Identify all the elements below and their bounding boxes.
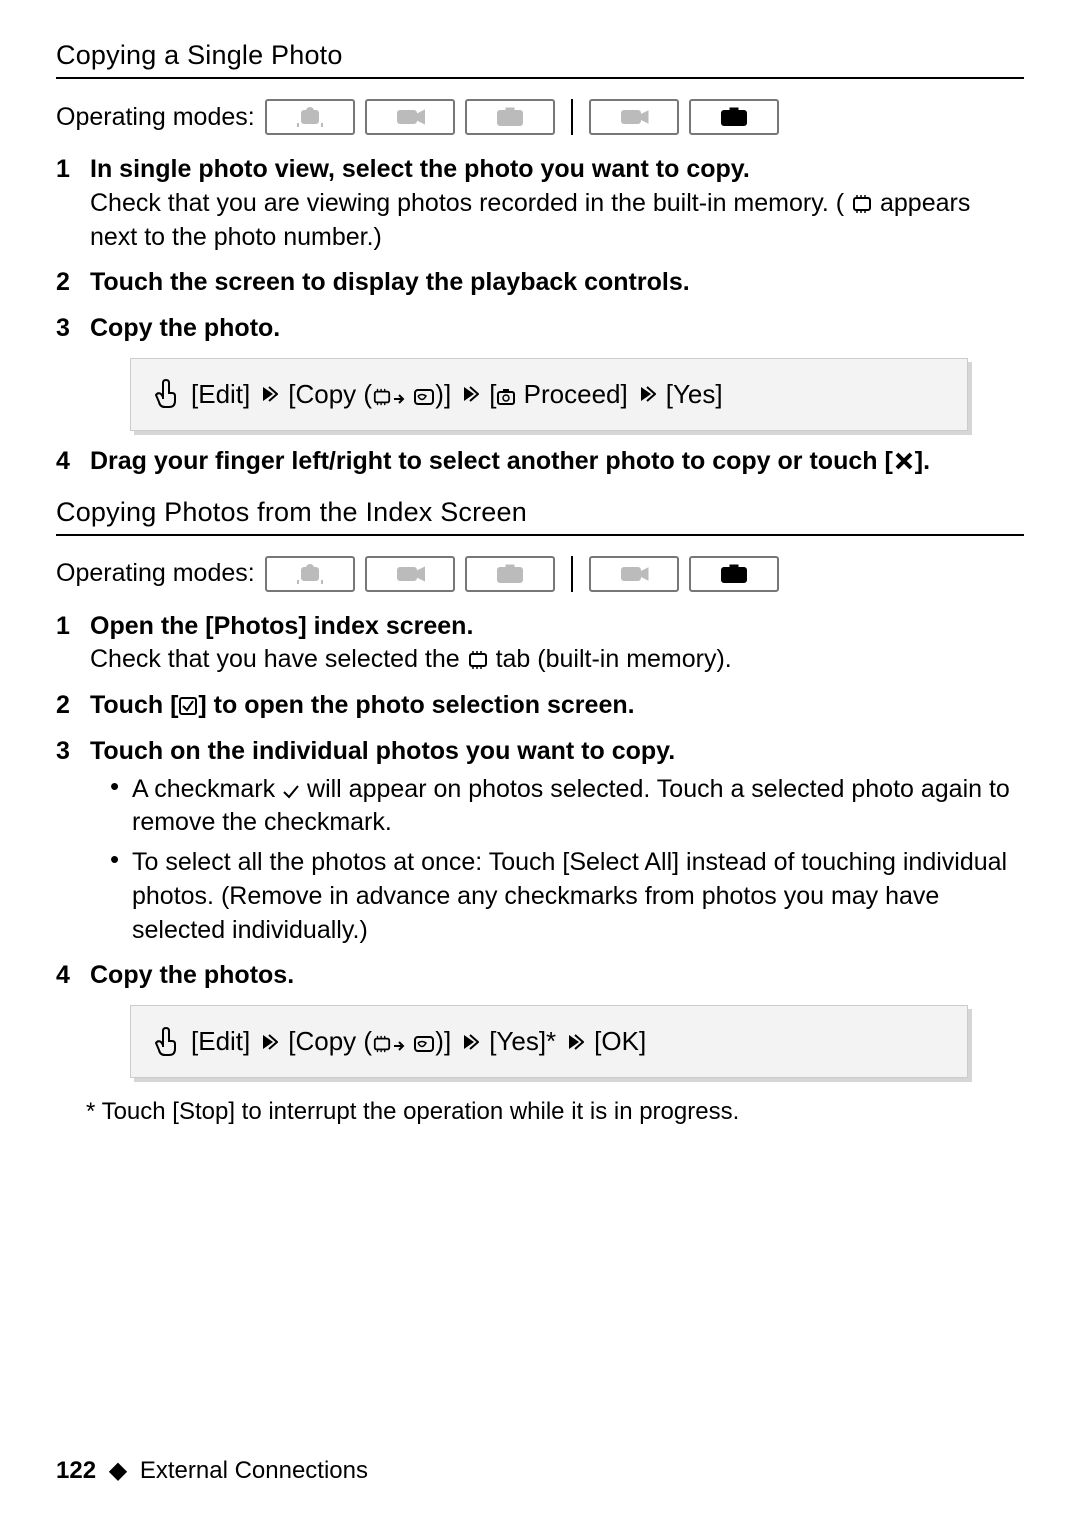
touch-hand-icon [153,377,181,411]
chevron-icon [566,1033,584,1051]
touch-hand-icon [153,1025,181,1059]
camera-small-icon [496,388,516,406]
text: )] [435,379,451,409]
operating-modes-label: Operating modes: [56,103,255,132]
chevron-icon [260,385,278,403]
step-head: Open the [Photos] index screen. [90,612,473,640]
step-body: Check that you are viewing photos record… [90,189,970,251]
step-head: Drag your finger left/right to select an… [90,447,930,475]
bullet-item: A checkmark will appear on photos select… [110,773,1024,841]
divider [56,77,1024,79]
bullet-list: A checkmark will appear on photos select… [110,773,1024,948]
step-2-3: Touch on the individual photos you want … [56,735,1024,948]
section-title-2: Copying Photos from the Index Screen [56,497,1024,528]
operating-modes-row-2: Operating modes: [56,556,1024,592]
step-1-1: In single photo view, select the photo y… [56,153,1024,254]
text: ] to open the photo selection screen. [198,691,634,719]
page-footer: 122 ◆ External Connections [56,1456,368,1485]
text: tab (built-in memory). [496,645,732,673]
memory-icon [851,194,873,214]
operating-modes-label: Operating modes: [56,559,255,588]
mode-play-photo-icon [689,556,779,592]
footnote: * Touch [Stop] to interrupt the operatio… [86,1098,1024,1126]
text: [Copy ( [288,1026,372,1056]
text: Check that you have selected the [90,645,467,673]
mode-play-video-icon [589,556,679,592]
arrow-icon [392,392,406,406]
section-title-1: Copying a Single Photo [56,40,1024,71]
step-head: In single photo view, select the photo y… [90,155,750,183]
text: [Copy ( [288,379,372,409]
chevron-icon [260,1033,278,1051]
close-x-icon [893,450,915,472]
touch-sequence-2: [Edit] [Copy ( )] [Yes]* [OK] [130,1005,968,1078]
chevron-icon [638,385,656,403]
steps-list-2: Open the [Photos] index screen. Check th… [56,610,1024,1079]
text: Touch [ [90,691,178,719]
diamond-icon: ◆ [109,1457,127,1484]
text: Check that you are viewing photos record… [90,189,844,217]
step-2-1: Open the [Photos] index screen. Check th… [56,610,1024,678]
mode-divider [571,556,573,592]
step-body: Check that you have selected the tab (bu… [90,645,732,673]
steps-list-1: In single photo view, select the photo y… [56,153,1024,479]
seq-copy: [Copy ( )] [288,1024,451,1059]
mode-play-video-icon [589,99,679,135]
text: Proceed] [516,379,627,409]
step-2-2: Touch [ ] to open the photo selection scr… [56,689,1024,723]
mode-divider [571,99,573,135]
sd-card-icon [413,388,435,406]
step-head: Copy the photo. [90,314,280,342]
step-head: Touch on the individual photos you want … [90,737,675,765]
mode-record-photo-icon [465,556,555,592]
checkmark-icon [282,784,300,800]
step-1-3: Copy the photo. [Edit] [Copy ( )] [ Proc… [56,312,1024,431]
seq-yes: [Yes]* [489,1024,556,1059]
mode-auto-icon [265,556,355,592]
text: [ [489,379,496,409]
text: ]. [915,447,930,475]
text: Drag your finger left/right to select an… [90,447,893,475]
memory-icon [372,388,392,406]
mode-play-photo-icon [689,99,779,135]
divider [56,534,1024,536]
text: )] [435,1026,451,1056]
operating-modes-row-1: Operating modes: [56,99,1024,135]
text: A checkmark [132,775,282,803]
step-head: Copy the photos. [90,961,294,989]
mode-auto-icon [265,99,355,135]
step-1-2: Touch the screen to display the playback… [56,266,1024,300]
step-2-4: Copy the photos. [Edit] [Copy ( )] [Yes]… [56,959,1024,1078]
seq-proceed: [ Proceed] [489,377,628,412]
bullet-item: To select all the photos at once: Touch … [110,846,1024,947]
touch-sequence-1: [Edit] [Copy ( )] [ Proceed] [Yes] [130,358,968,431]
arrow-icon [392,1039,406,1053]
seq-yes: [Yes] [666,377,723,412]
seq-edit: [Edit] [191,1024,250,1059]
mode-record-video-icon [365,556,455,592]
seq-edit: [Edit] [191,377,250,412]
sd-card-icon [413,1035,435,1053]
chapter-name: External Connections [140,1457,368,1484]
seq-ok: [OK] [594,1024,646,1059]
memory-icon [467,650,489,670]
chevron-icon [461,1033,479,1051]
page-number: 122 [56,1457,96,1484]
seq-copy: [Copy ( )] [288,377,451,412]
step-head: Touch [ ] to open the photo selection scr… [90,691,635,719]
chevron-icon [461,385,479,403]
memory-icon [372,1035,392,1053]
select-check-icon [178,696,198,716]
step-head: Touch the screen to display the playback… [90,268,690,296]
mode-record-video-icon [365,99,455,135]
mode-record-photo-icon [465,99,555,135]
step-1-4: Drag your finger left/right to select an… [56,445,1024,479]
